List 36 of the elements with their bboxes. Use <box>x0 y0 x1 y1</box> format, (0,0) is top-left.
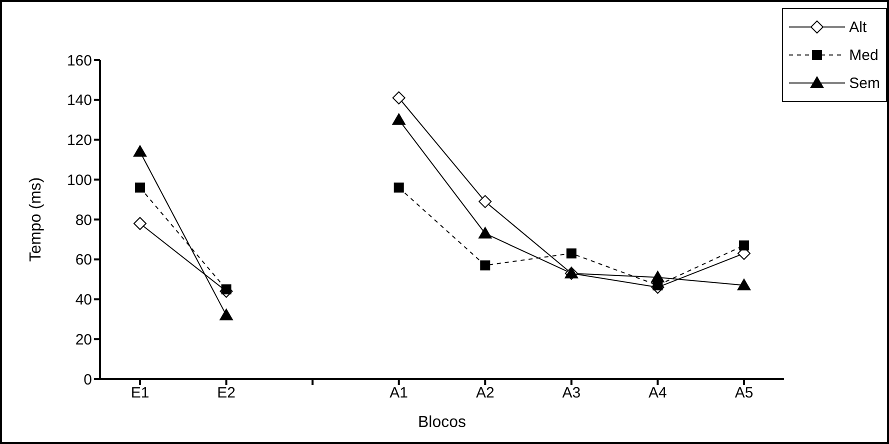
y-tick-label: 140 <box>66 92 92 110</box>
point <box>739 240 749 250</box>
x-tick-label: A2 <box>476 384 494 402</box>
y-tick-label: 40 <box>75 292 92 309</box>
point <box>221 284 232 294</box>
point <box>392 91 406 104</box>
y-tick-label: 80 <box>75 212 92 229</box>
point <box>478 195 492 208</box>
point <box>394 182 404 193</box>
legend-label: Med <box>849 46 878 64</box>
point <box>135 182 145 193</box>
point <box>480 260 490 270</box>
y-axis-title: Tempo (ms) <box>28 177 45 262</box>
legend-label: Sem <box>849 74 880 92</box>
y-tick-label: 60 <box>75 252 92 269</box>
y-tick-label: 160 <box>66 52 92 70</box>
y-tick-label: 120 <box>66 132 92 150</box>
x-tick-label: A1 <box>390 384 408 402</box>
x-axis-title: Blocos <box>418 414 466 431</box>
point <box>737 278 751 290</box>
x-tick-label: E2 <box>217 384 236 402</box>
point <box>566 248 576 258</box>
x-tick-label: A5 <box>734 384 754 402</box>
y-tick-label: 20 <box>75 331 92 348</box>
point <box>650 270 665 282</box>
legend-label: Alt <box>849 18 867 36</box>
x-tick-label: A3 <box>562 384 581 402</box>
point <box>219 308 234 320</box>
point <box>133 144 147 157</box>
point <box>392 112 406 125</box>
x-tick-label: E1 <box>130 384 150 402</box>
x-tick-label: A4 <box>648 384 667 402</box>
point <box>478 226 492 238</box>
y-tick-label: 0 <box>84 371 92 388</box>
y-tick-label: 100 <box>66 172 92 189</box>
point <box>134 216 146 230</box>
